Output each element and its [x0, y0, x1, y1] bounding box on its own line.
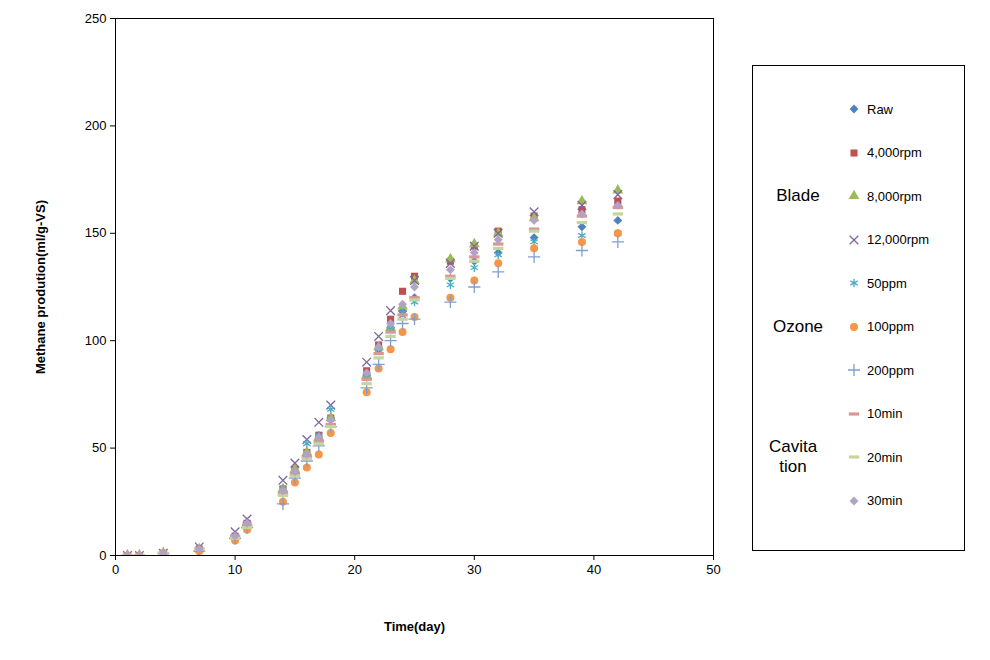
svg-text:10: 10	[228, 562, 242, 577]
svg-text:Time(day): Time(day)	[384, 619, 445, 634]
html-text:4,000rpm: 4,000rpm	[867, 145, 922, 160]
svg-text:50: 50	[92, 440, 106, 455]
svg-text:150: 150	[85, 225, 107, 240]
svg-text:0: 0	[99, 548, 106, 563]
html-text:100ppm: 100ppm	[867, 319, 914, 334]
svg-text:30: 30	[467, 562, 481, 577]
html-text:Ozone: Ozone	[773, 316, 823, 336]
html-text:200ppm: 200ppm	[867, 362, 914, 378]
html-text:Raw: Raw	[867, 101, 893, 117]
html-text:10min: 10min	[867, 406, 903, 421]
svg-text:40: 40	[587, 562, 601, 577]
html-text:30min: 30min	[867, 493, 903, 508]
html-text:50ppm: 50ppm	[867, 275, 907, 291]
html-text:8,000rpm: 8,000rpm	[867, 188, 922, 204]
svg-text:0: 0	[112, 562, 119, 577]
html-text:20min: 20min	[867, 449, 903, 465]
svg-text:100: 100	[85, 333, 107, 348]
svg-text:50: 50	[706, 562, 720, 577]
svg-text:250: 250	[85, 11, 107, 26]
svg-text:200: 200	[85, 118, 107, 133]
html-text:12,000rpm: 12,000rpm	[867, 232, 930, 247]
html-text:Cavitation: Cavitation	[768, 437, 818, 476]
svg-text:20: 20	[347, 562, 361, 577]
svg-text:Methane prodution(ml/g-VS): Methane prodution(ml/g-VS)	[33, 200, 48, 374]
html-text:Blade: Blade	[776, 186, 820, 205]
